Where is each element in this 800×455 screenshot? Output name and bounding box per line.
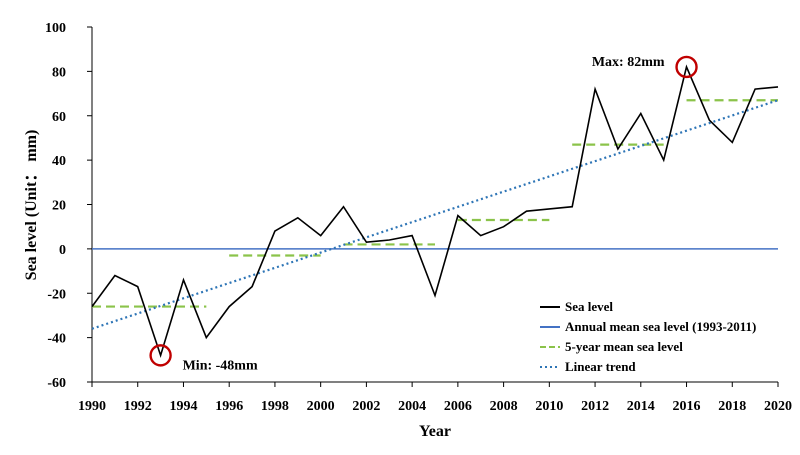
legend: Sea level Annual mean sea level (1993-201… (540, 299, 756, 374)
x-tick-label: 2020 (764, 399, 792, 414)
y-tick-label: 60 (52, 110, 66, 125)
x-tick-label: 1990 (78, 399, 106, 414)
legend-label: Annual mean sea level (1993-2011) (565, 319, 756, 334)
extreme-annotation-label: Min: -48mm (183, 358, 258, 373)
extreme-annotation-label: Max: 82mm (592, 55, 665, 70)
x-tick-label: 1998 (261, 399, 289, 414)
sea-level-line (92, 67, 778, 356)
x-tick-label: 1996 (215, 399, 243, 414)
series-layer (92, 67, 778, 356)
x-tick-label: 1992 (124, 399, 152, 414)
y-tick-label: -20 (47, 287, 66, 302)
y-tick-label: 0 (59, 243, 66, 258)
x-tick-label: 2008 (490, 399, 518, 414)
x-tick-label: 2018 (718, 399, 746, 414)
y-tick-label: 20 (52, 199, 66, 214)
legend-label: 5-year mean sea level (565, 339, 683, 354)
y-axis-title: Sea level (Unit： mm) (23, 130, 40, 281)
x-tick-label: 2006 (444, 399, 472, 414)
x-tick-label: 1994 (169, 399, 197, 414)
y-tick-label: -60 (47, 376, 66, 391)
x-tick-label: 2014 (627, 399, 655, 414)
legend-label: Sea level (565, 299, 613, 314)
x-tick-label: 2012 (581, 399, 609, 414)
x-tick-label: 2004 (398, 399, 426, 414)
y-tick-label: 100 (45, 21, 66, 36)
axes: -60 -40 -20 0 20 40 60 80 100 1990 1992 1994 1996 199… (45, 21, 792, 414)
y-tick-label: 80 (52, 65, 66, 80)
y-tick-label: -40 (47, 332, 66, 347)
x-tick-label: 2002 (352, 399, 380, 414)
x-tick-label: 2010 (535, 399, 563, 414)
x-tick-label: 2016 (673, 399, 701, 414)
legend-label: Linear trend (565, 359, 636, 374)
y-tick-label: 40 (52, 154, 66, 169)
x-tick-label: 2000 (307, 399, 335, 414)
x-axis-title: Year (419, 423, 451, 440)
